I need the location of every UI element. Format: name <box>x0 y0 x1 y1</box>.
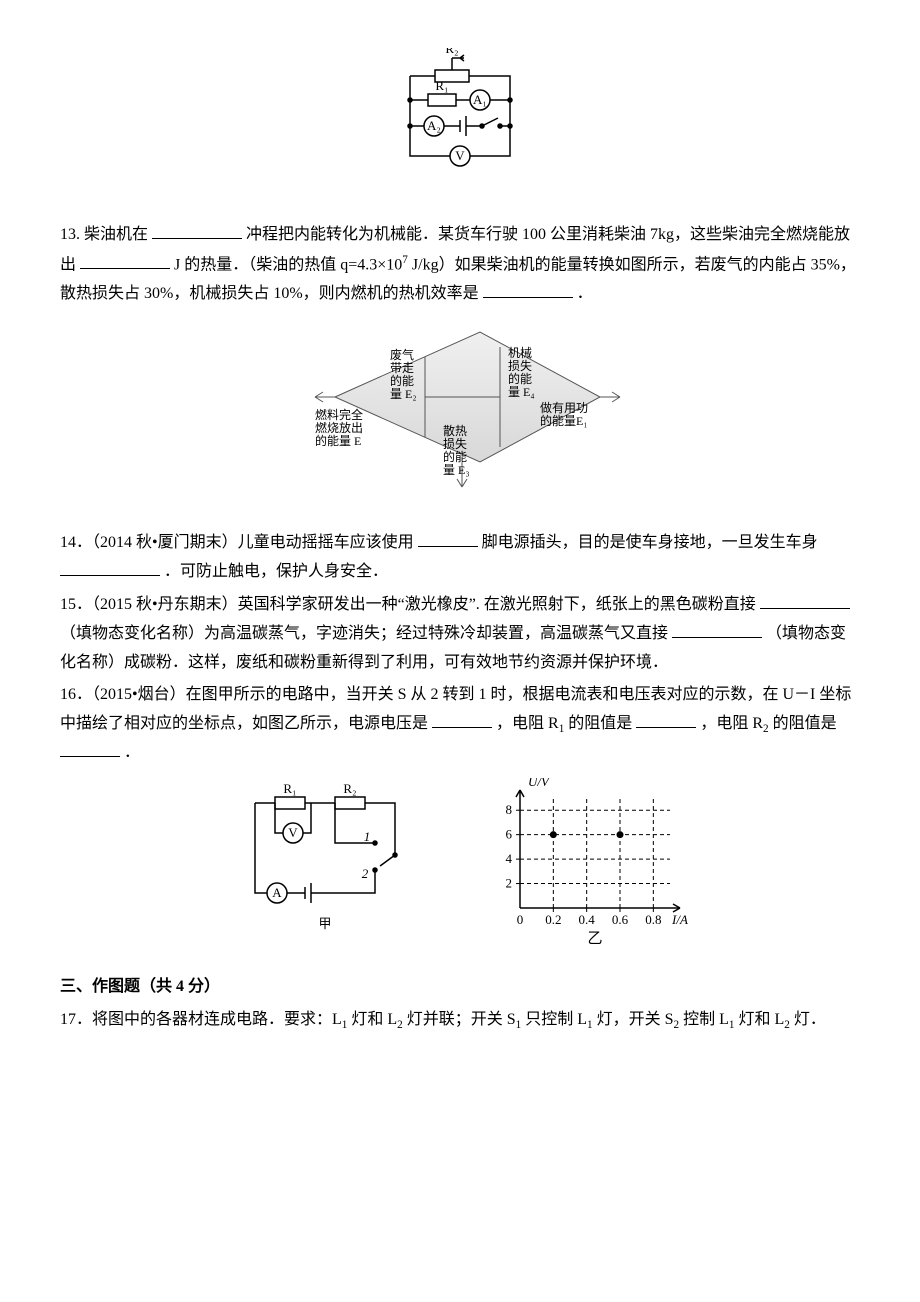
section3-title: 三、作图题（共 4 分） <box>60 973 860 1002</box>
label-a2: A₂ <box>427 118 441 133</box>
q13-tail: ． <box>577 285 593 302</box>
q17-t5: 灯，开关 S <box>597 1011 674 1028</box>
q15-t2: （填物态变化名称）为高温碳蒸气，字迹消失；经过特殊冷却装置，高温碳蒸气又直接 <box>60 625 668 642</box>
q16-t3: 的阻值是 <box>568 715 632 732</box>
q13-prefix: 13. 柴油机在 <box>60 226 148 243</box>
q17-s2: 2 <box>397 1019 403 1031</box>
svg-text:0.6: 0.6 <box>612 912 629 927</box>
svg-text:0.8: 0.8 <box>645 912 661 927</box>
label-a1: A₁ <box>473 92 487 107</box>
q13-blank1[interactable] <box>152 222 242 239</box>
q16-s1: 1 <box>559 723 565 735</box>
q17-s4: 1 <box>587 1019 593 1031</box>
q17-s6: 1 <box>729 1019 735 1031</box>
q16-t2: ，电阻 R <box>496 715 559 732</box>
q12-svg: R₂ R₁ A₁ A₂ V <box>370 48 550 198</box>
q17-t3: 灯并联；开关 S <box>407 1011 516 1028</box>
q14-text: 14．（2014 秋•厦门期末）儿童电动摇摇车应该使用 脚电源插头，目的是使车身… <box>60 529 860 587</box>
q17-s7: 2 <box>784 1019 790 1031</box>
q15-blank1[interactable] <box>760 592 850 609</box>
q13-energy-figure: 废气带走的能量 E₂ 燃料完全燃烧放出的能量 E 散热损失的能量 E₃ 机械损失… <box>60 317 860 518</box>
q14-t3: ．可防止触电，保护人身安全． <box>164 563 388 580</box>
svg-text:2: 2 <box>506 876 513 891</box>
svg-text:8: 8 <box>506 802 513 817</box>
svg-text:I/A: I/A <box>671 912 688 927</box>
label-waste: 废气带走的能量 E₂ <box>390 347 417 401</box>
q17-t1: 17．将图中的各器材连成电路．要求：L <box>60 1011 342 1028</box>
label-heat: 散热损失的能量 E₃ <box>443 423 470 477</box>
q16-circuit-figure: R₁ R₂ V A 1 2 甲 <box>225 778 425 949</box>
label-useful: 做有用功的能量E₁ <box>540 400 588 428</box>
q16-s2: 2 <box>763 723 769 735</box>
label-r2b: R₂ <box>343 781 356 796</box>
q13-blank3[interactable] <box>483 281 573 298</box>
label-vb: V <box>288 825 298 840</box>
q14-blank1[interactable] <box>418 530 478 547</box>
label-1: 1 <box>364 829 371 844</box>
q12-circuit-figure: R₂ R₁ A₁ A₂ V <box>60 48 860 209</box>
q16-graph-figure: 2 4 6 8 0 0.2 0.4 0.6 0.8 U/V I/A 乙 <box>485 778 695 959</box>
q17-t4: 只控制 L <box>525 1011 587 1028</box>
svg-text:0.4: 0.4 <box>579 912 596 927</box>
label-r1: R₁ <box>435 78 448 93</box>
svg-text:0: 0 <box>517 912 524 927</box>
label-r2: R₂ <box>445 48 458 56</box>
q17-t6: 控制 L <box>683 1011 729 1028</box>
label-ab: A <box>272 885 282 900</box>
q16-blank2[interactable] <box>636 711 696 728</box>
q17-t8: 灯． <box>794 1011 826 1028</box>
q13-text: 13. 柴油机在 冲程把内能转化为机械能．某货车行驶 100 公里消耗柴油 7k… <box>60 221 860 309</box>
q17-t7: 灯和 L <box>739 1011 785 1028</box>
q16-t5: 的阻值是 <box>773 715 837 732</box>
q17-t2: 灯和 L <box>351 1011 397 1028</box>
q17-s5: 2 <box>674 1019 680 1031</box>
q16-blank3[interactable] <box>60 740 120 757</box>
label-v: V <box>455 148 465 163</box>
svg-text:6: 6 <box>506 827 513 842</box>
label-r1b: R₁ <box>283 781 296 796</box>
q15-t1: 15．（2015 秋•丹东期末）英国科学家研发出一种“激光橡皮”. 在激光照射下… <box>60 596 756 613</box>
q14-t2: 脚电源插头，目的是使车身接地，一旦发生车身 <box>482 534 818 551</box>
q16-text: 16．（2015•烟台）在图甲所示的电路中，当开关 S 从 2 转到 1 时，根… <box>60 681 860 768</box>
q13-mid2: J 的热量．（柴油的热值 q=4.3×10 <box>174 256 402 273</box>
q14-t1: 14．（2014 秋•厦门期末）儿童电动摇摇车应该使用 <box>60 534 414 551</box>
q17-s1: 1 <box>342 1019 348 1031</box>
q17-s3: 1 <box>516 1019 522 1031</box>
q15-blank2[interactable] <box>672 621 762 638</box>
caption-jia: 甲 <box>318 916 331 931</box>
q14-blank2[interactable] <box>60 559 160 576</box>
q16-blank1[interactable] <box>432 711 492 728</box>
svg-text:U/V: U/V <box>528 778 551 789</box>
q13-svg: 废气带走的能量 E₂ 燃料完全燃烧放出的能量 E 散热损失的能量 E₃ 机械损失… <box>280 317 640 507</box>
q16-t4: ，电阻 R <box>700 715 763 732</box>
q13-blank2[interactable] <box>80 252 170 269</box>
q15-text: 15．（2015 秋•丹东期末）英国科学家研发出一种“激光橡皮”. 在激光照射下… <box>60 591 860 677</box>
label-fuel: 燃料完全燃烧放出的能量 E <box>315 407 363 448</box>
svg-text:乙: 乙 <box>587 931 602 947</box>
svg-text:4: 4 <box>506 851 513 866</box>
q13-exp: 7 <box>402 254 408 266</box>
q16-figures: R₁ R₂ V A 1 2 甲 2 4 6 8 0 0.2 0.4 0.6 0.8 U/V I/A 乙 <box>60 778 860 959</box>
label-mech: 机械损失的能量 E₄ <box>508 345 535 399</box>
q16-t6: ． <box>124 744 140 761</box>
svg-text:0.2: 0.2 <box>545 912 561 927</box>
label-2: 2 <box>362 866 369 881</box>
q17-text: 17．将图中的各器材连成电路．要求：L1 灯和 L2 灯并联；开关 S1 只控制… <box>60 1006 860 1035</box>
